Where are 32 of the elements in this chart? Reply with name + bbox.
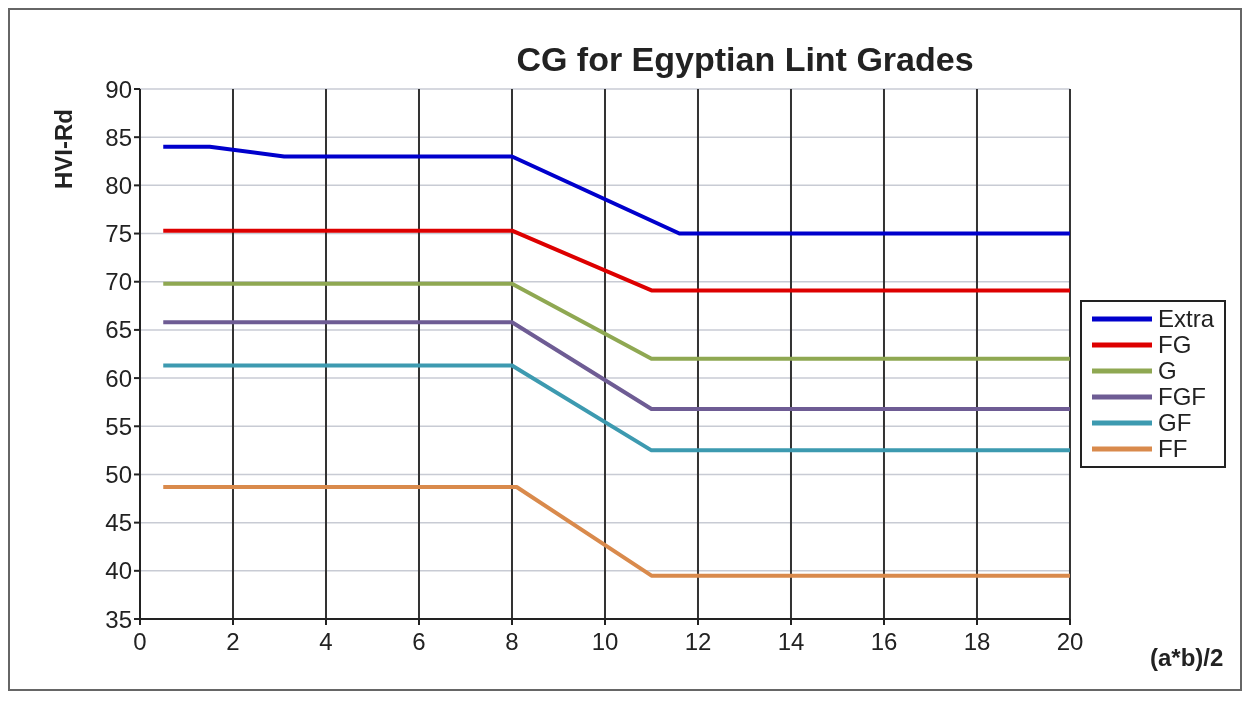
chart-title: CG for Egyptian Lint Grades [516, 40, 974, 78]
x-tick-label: 14 [777, 628, 805, 656]
legend-label: G [1157, 357, 1177, 384]
y-tick-label: 60 [105, 364, 132, 392]
x-tick-label: 16 [870, 628, 898, 656]
legend-label: GF [1157, 409, 1192, 436]
y-tick-label: 40 [105, 557, 132, 585]
y-tick-label: 55 [105, 412, 132, 440]
x-tick-label: 8 [505, 628, 519, 656]
legend-label: Extra [1157, 305, 1214, 332]
x-tick-label: 4 [319, 628, 333, 656]
y-tick-label: 90 [105, 75, 132, 103]
x-tick-label: 10 [591, 628, 619, 656]
x-tick-label: 12 [684, 628, 712, 656]
legend-label: FG [1157, 331, 1192, 358]
y-tick-label: 70 [105, 268, 132, 296]
x-tick-label: 2 [226, 628, 240, 656]
y-tick-label: 35 [105, 605, 132, 633]
y-axis-title: HVI-Rd [50, 109, 78, 189]
y-tick-label: 50 [105, 460, 132, 488]
y-tick-label: 85 [105, 123, 132, 151]
x-axis-title: (a*b)/2 [1149, 643, 1224, 671]
y-tick-label: 45 [105, 509, 132, 537]
legend-label: FF [1157, 435, 1188, 462]
x-tick-label: 6 [412, 628, 426, 656]
y-tick-label: 65 [105, 316, 132, 344]
legend-label: FGF [1157, 383, 1206, 410]
x-tick-label: 18 [963, 628, 991, 656]
x-tick-label: 20 [1056, 628, 1084, 656]
x-tick-label: 0 [133, 628, 147, 656]
y-tick-label: 80 [105, 171, 132, 199]
y-tick-label: 75 [105, 220, 132, 248]
